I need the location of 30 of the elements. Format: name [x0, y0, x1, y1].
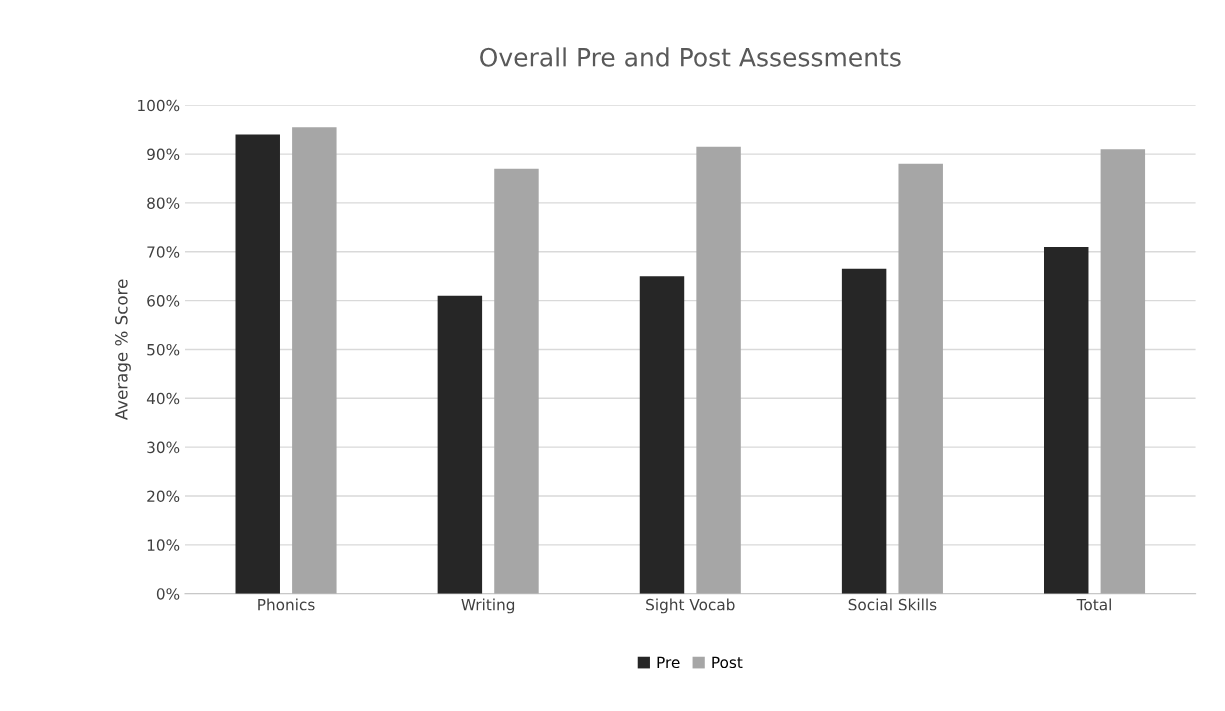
y-tick-label: 40%: [146, 392, 180, 405]
x-tick-label: Social Skills: [848, 598, 937, 611]
legend-label: Pre: [657, 656, 680, 669]
y-tick-label: 30%: [147, 441, 180, 454]
y-tick-label: 70%: [147, 246, 180, 258]
bar: [437, 295, 483, 594]
bar: [639, 276, 685, 594]
y-tick-label: 80%: [147, 197, 180, 209]
bar: [235, 134, 280, 594]
bar: [1100, 149, 1146, 594]
y-tick-label: 50%: [147, 343, 180, 356]
x-tick-label: Total: [1076, 598, 1111, 611]
x-tick-label: Writing: [461, 598, 515, 614]
bar: [292, 127, 337, 594]
y-axis-title: Average % Score: [115, 279, 131, 421]
y-tick-label: 0%: [156, 588, 180, 600]
y-tick-label: 10%: [147, 539, 180, 551]
legend-label: Post: [712, 656, 743, 669]
x-tick-label: Phonics: [258, 598, 315, 611]
y-tick-label: 100%: [138, 99, 180, 112]
bar: [494, 168, 539, 594]
x-tick-label: Sight Vocab: [646, 598, 735, 614]
y-tick-label: 60%: [147, 295, 180, 307]
bar: [898, 163, 943, 594]
bar: [696, 146, 741, 594]
bar: [841, 268, 887, 594]
y-tick-label: 20%: [147, 490, 180, 503]
chart-title: Overall Pre and Post Assessments: [480, 47, 901, 67]
y-tick-label: 90%: [147, 148, 180, 161]
bar: [1044, 246, 1089, 594]
